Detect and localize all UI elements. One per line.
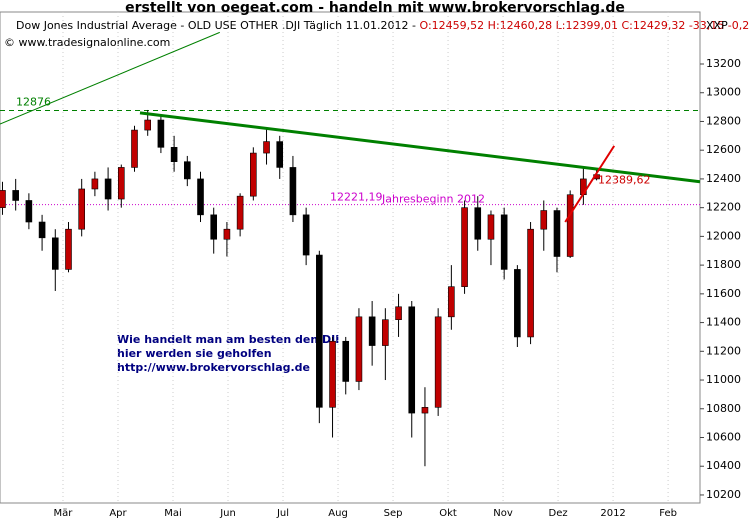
- y-tick-label: 11200: [706, 344, 741, 357]
- year-start-text: Jahresbeginn 2012: [381, 193, 485, 206]
- y-tick-label: 11600: [706, 287, 741, 300]
- candle-body: [170, 147, 178, 162]
- x-tick-label: 2012: [600, 508, 625, 519]
- note: hier werden sie geholfen: [117, 347, 272, 360]
- candle-body: [263, 141, 270, 154]
- y-tick-label: 13000: [706, 86, 741, 99]
- candle-body: [131, 129, 138, 168]
- y-tick-label: 10800: [706, 402, 741, 415]
- x-tick-label: Sep: [384, 508, 403, 519]
- candle-body: [408, 306, 416, 414]
- quote: O:12459,52 H:12460,28 L:12399,01 C:12429…: [420, 19, 750, 32]
- candle-body: [368, 316, 376, 346]
- candle-body: [500, 214, 508, 270]
- candle-body: [527, 228, 534, 338]
- note: http://www.brokervorschlag.de: [117, 361, 310, 374]
- y-tick-label: 12400: [706, 172, 741, 185]
- candle-body: [342, 340, 350, 382]
- candle-body: [184, 161, 191, 180]
- y-tick-label: 11000: [706, 373, 741, 386]
- plot-frame: [0, 11, 701, 504]
- candle-body: [236, 195, 244, 230]
- candle-body: [250, 152, 257, 197]
- candle-body: [12, 190, 19, 201]
- candle-body: [38, 221, 46, 239]
- candle-body: [91, 178, 99, 190]
- candle-body: [355, 316, 363, 382]
- x-tick-label: Jun: [219, 508, 236, 519]
- x-tick-label: Jul: [276, 508, 289, 519]
- x-tick-label: Mär: [54, 508, 74, 519]
- candle-body: [566, 194, 574, 257]
- candle-body: [0, 190, 6, 208]
- x-tick-label: Nov: [493, 508, 513, 519]
- y-tick-label: 11400: [706, 316, 741, 329]
- candle-body: [210, 214, 218, 240]
- candle-body: [316, 254, 323, 408]
- candle-body: [289, 167, 297, 216]
- candle-body: [474, 207, 482, 240]
- chart-title: erstellt von oegeat.com - handeln mit ww…: [125, 0, 625, 16]
- candle-body: [329, 340, 336, 408]
- candle-body: [302, 214, 310, 256]
- candle-body: [514, 269, 521, 338]
- candle-body: [461, 207, 468, 287]
- candle-body: [144, 119, 152, 131]
- x-tick-label: Feb: [659, 508, 677, 519]
- resistance-label: 12876: [16, 96, 51, 109]
- x-tick-label: Dez: [549, 508, 568, 519]
- y-tick-label: 10200: [706, 488, 741, 501]
- last-level-label: 12389,62: [598, 173, 651, 186]
- candle-body: [434, 316, 442, 408]
- trendline: [139, 111, 701, 184]
- y-tick-label: 12600: [706, 143, 741, 156]
- candle-body: [104, 178, 112, 200]
- candle-body: [276, 141, 284, 168]
- year-start-label: 12221,19: [330, 191, 383, 204]
- y-tick-label: 13200: [706, 57, 741, 70]
- y-tick-label: 12200: [706, 201, 741, 214]
- axis-name: XXP: [706, 19, 728, 32]
- source: © www.tradesignalonline.com: [4, 36, 170, 49]
- candle-body: [25, 200, 33, 223]
- y-tick-label: 12800: [706, 114, 741, 127]
- candle-body: [553, 210, 561, 257]
- x-tick-label: Aug: [328, 508, 348, 519]
- candle-body: [395, 306, 402, 321]
- candle-body: [117, 167, 125, 200]
- y-tick-label: 10600: [706, 430, 741, 443]
- y-tick-label: 11800: [706, 258, 741, 271]
- instrument: Dow Jones Industrial Average - OLD USE O…: [16, 19, 416, 32]
- candle-body: [197, 178, 204, 216]
- y-tick-label: 10400: [706, 459, 741, 472]
- candle-body: [157, 119, 165, 148]
- x-tick-label: Apr: [109, 508, 127, 519]
- candle-body: [382, 319, 389, 346]
- candle-body: [487, 214, 495, 240]
- candle-body: [421, 407, 429, 414]
- x-tick-label: Mai: [164, 508, 182, 519]
- candle-body: [223, 228, 231, 240]
- trendline: [0, 31, 220, 125]
- header: Dow Jones Industrial Average - OLD USE O…: [16, 19, 750, 32]
- candle-body: [51, 237, 59, 270]
- trendline: [564, 145, 616, 223]
- candle-body: [448, 286, 455, 318]
- candle-body: [65, 228, 72, 270]
- candle-body: [540, 210, 548, 230]
- candle-body: [78, 188, 85, 230]
- x-tick-label: Okt: [439, 508, 457, 519]
- y-tick-label: 12000: [706, 229, 741, 242]
